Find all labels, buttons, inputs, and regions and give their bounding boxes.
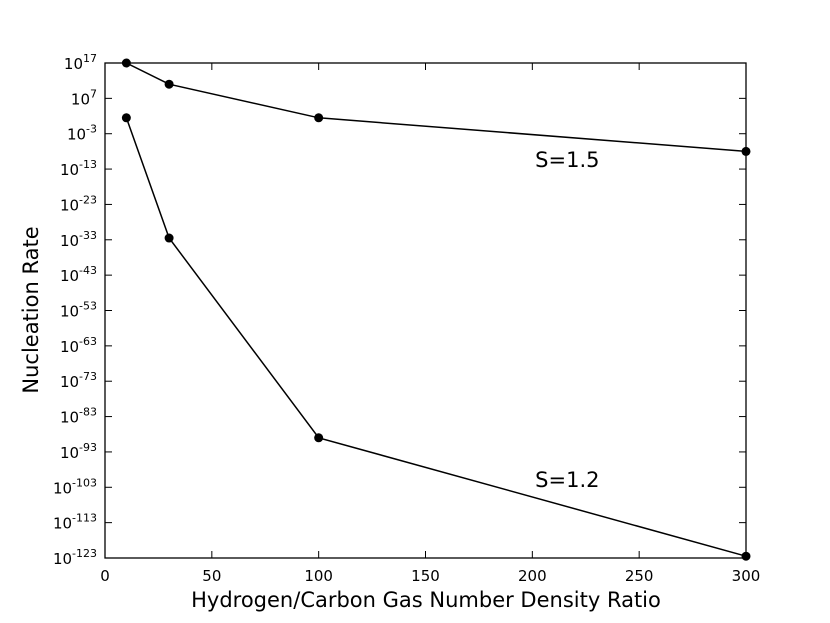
- y-tick-exponent: -73: [79, 370, 97, 383]
- series-line-1: [125, 117, 747, 557]
- y-tick-exponent: -13: [79, 158, 97, 171]
- data-point: [314, 433, 324, 443]
- y-tick-base: 10: [60, 373, 79, 391]
- y-tick-label: 10-13: [60, 158, 97, 179]
- x-tick-label: 250: [625, 567, 654, 585]
- x-tick-label: 0: [100, 567, 110, 585]
- y-tick-exponent: -123: [72, 547, 97, 560]
- y-tick-label: 10-3: [67, 123, 97, 144]
- y-tick-base: 10: [67, 126, 86, 144]
- y-tick-label: 10-83: [60, 406, 97, 427]
- tick-layer: 0 50 100 150 200 250 300101710710-310-1310-231…: [53, 52, 760, 585]
- series-annotation-s12: S=1.2: [535, 468, 599, 492]
- data-point: [164, 233, 174, 243]
- y-tick-base: 10: [60, 338, 79, 356]
- y-tick-base: 10: [53, 479, 72, 497]
- y-tick-label: 10-43: [60, 264, 97, 285]
- y-tick-exponent: -93: [79, 441, 97, 454]
- y-tick-label: 10-123: [53, 547, 97, 568]
- y-tick-exponent: -103: [72, 476, 97, 489]
- y-tick-base: 10: [64, 55, 83, 73]
- x-tick-label: 200: [518, 567, 547, 585]
- y-axis-label: Nucleation Rate: [19, 226, 43, 393]
- y-tick-exponent: -3: [86, 123, 97, 136]
- x-axis-label: Hydrogen/Carbon Gas Number Density Ratio: [191, 588, 661, 612]
- y-tick-exponent: 17: [83, 52, 97, 65]
- y-tick-exponent: -113: [72, 512, 97, 525]
- y-tick-base: 10: [53, 515, 72, 533]
- y-tick-label: 10-23: [60, 193, 97, 214]
- y-tick-label: 10-113: [53, 512, 97, 533]
- series-annotation-s15: S=1.5: [535, 148, 599, 172]
- x-tick-label: 100: [304, 567, 333, 585]
- y-tick-base: 10: [60, 444, 79, 462]
- y-tick-label: 10-53: [60, 300, 97, 321]
- y-tick-exponent: -83: [79, 406, 97, 419]
- y-tick-base: 10: [60, 267, 79, 285]
- data-point: [121, 113, 131, 123]
- y-axis-label-group: Nucleation Rate: [19, 226, 43, 393]
- y-tick-exponent: -53: [79, 300, 97, 313]
- series-line-0: [126, 62, 747, 153]
- y-tick-label: 10-103: [53, 476, 97, 497]
- y-tick-exponent: -23: [79, 193, 97, 206]
- y-tick-label: 107: [71, 87, 97, 108]
- y-tick-base: 10: [60, 161, 79, 179]
- y-tick-exponent: -43: [79, 264, 97, 277]
- data-point: [314, 113, 324, 123]
- y-tick-base: 10: [71, 90, 90, 108]
- y-tick-base: 10: [60, 232, 79, 250]
- y-tick-exponent: -33: [79, 229, 97, 242]
- y-tick-label: 10-73: [60, 370, 97, 391]
- series-layer: [121, 58, 751, 561]
- x-tick-label: 150: [411, 567, 440, 585]
- y-tick-exponent: 7: [90, 87, 97, 100]
- y-tick-base: 10: [53, 550, 72, 568]
- y-tick-base: 10: [60, 303, 79, 321]
- data-point: [164, 79, 174, 89]
- x-tick-label: 50: [202, 567, 221, 585]
- y-tick-label: 10-63: [60, 335, 97, 356]
- y-tick-label: 10-93: [60, 441, 97, 462]
- plot-frame: [104, 62, 747, 559]
- y-tick-exponent: -63: [79, 335, 97, 348]
- y-tick-label: 10-33: [60, 229, 97, 250]
- y-tick-label: 1017: [64, 52, 97, 73]
- x-tick-label: 300: [732, 567, 761, 585]
- y-tick-base: 10: [60, 409, 79, 427]
- y-tick-base: 10: [60, 196, 79, 214]
